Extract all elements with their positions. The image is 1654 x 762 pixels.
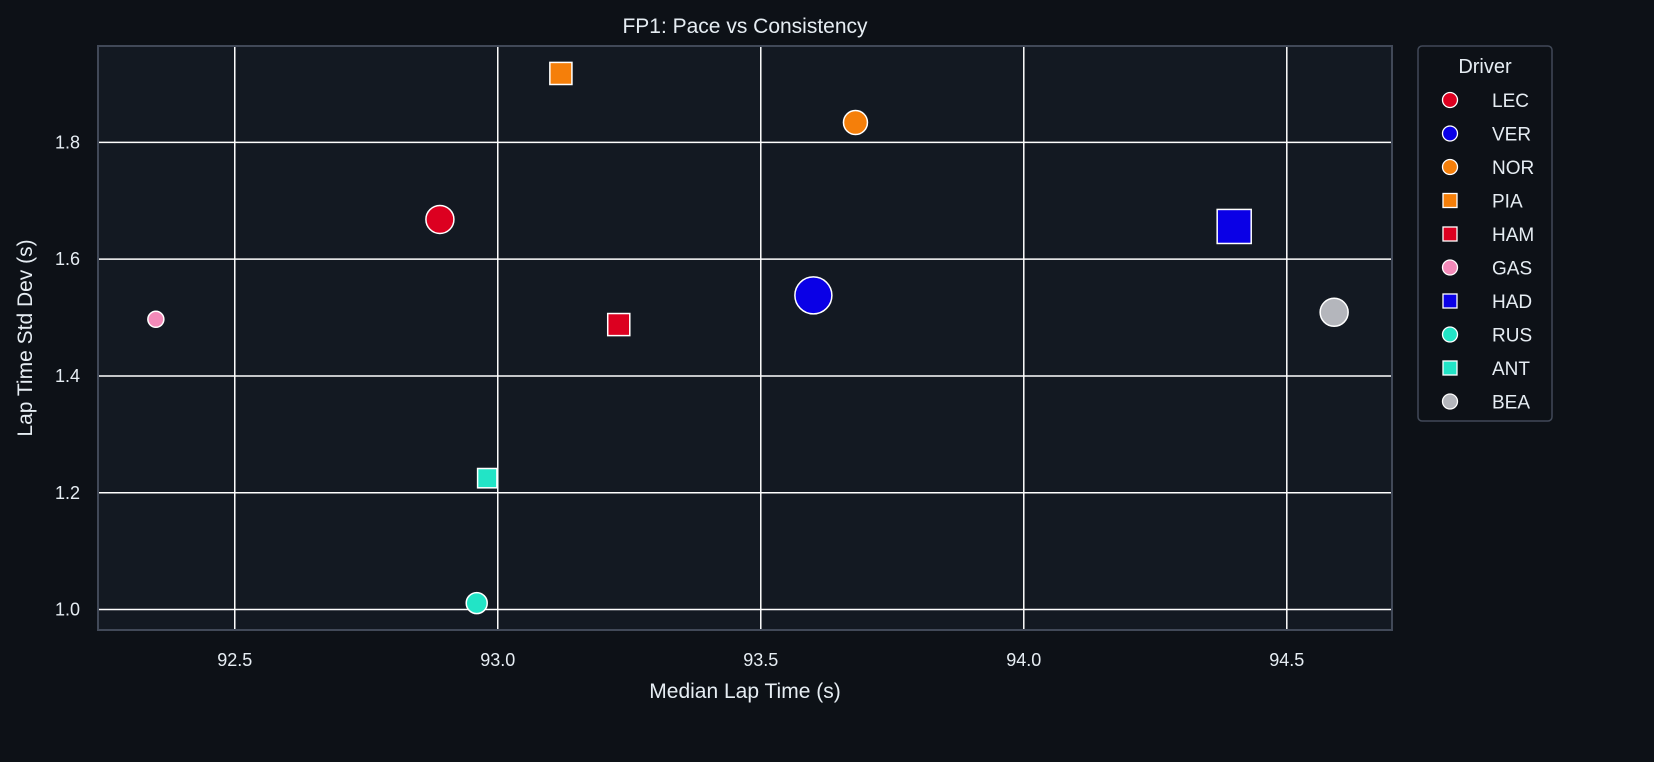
legend-label-bea: BEA	[1492, 393, 1530, 414]
legend-label-rus: RUS	[1492, 326, 1532, 347]
data-markers	[147, 61, 1349, 615]
marker-had	[1216, 208, 1252, 245]
legend-label-gas: GAS	[1492, 259, 1532, 280]
marker-ant	[476, 467, 498, 489]
legend-marker-nor	[1441, 158, 1459, 176]
legend-label-pia: PIA	[1492, 192, 1523, 213]
marker-nor	[842, 109, 869, 136]
marker-pia	[549, 61, 573, 86]
x-tick-label: 94.0	[1006, 650, 1041, 670]
legend-label-ant: ANT	[1492, 359, 1530, 380]
y-tick-label: 1.4	[55, 366, 80, 386]
axis-ticks: 92.5 93.0 93.5 94.0 94.5 1.0 1.2 1.4 1.6 1.8	[55, 132, 1304, 670]
x-tick-label: 94.5	[1269, 650, 1304, 670]
x-tick-label: 92.5	[217, 650, 252, 670]
grid-lines	[98, 46, 1392, 630]
plot-frame	[97, 45, 1393, 631]
legend-marker-pia	[1442, 192, 1458, 209]
marker-rus	[465, 591, 488, 615]
legend: Driver LEC VER NOR PIA HAM GAS HAD RUS ANT BEA	[1417, 45, 1553, 422]
legend-marker-gas	[1441, 259, 1459, 276]
legend-label-nor: NOR	[1492, 158, 1534, 179]
legend-title: Driver	[1458, 56, 1512, 78]
legend-items: LEC VER NOR PIA HAM GAS HAD RUS ANT BEA	[1441, 91, 1534, 414]
legend-marker-bea	[1441, 393, 1459, 410]
legend-label-ham: HAM	[1492, 225, 1534, 246]
marker-lec	[425, 204, 455, 235]
legend-marker-lec	[1441, 91, 1459, 109]
legend-marker-rus	[1441, 326, 1459, 343]
y-axis-label: Lap Time Std Dev (s)	[14, 239, 37, 436]
legend-marker-ant	[1442, 360, 1458, 376]
x-tick-label: 93.5	[743, 650, 778, 670]
y-tick-label: 1.8	[55, 132, 80, 152]
y-tick-label: 1.6	[55, 249, 80, 269]
legend-label-ver: VER	[1492, 125, 1531, 146]
legend-marker-ham	[1442, 226, 1458, 242]
marker-ham	[606, 312, 631, 337]
legend-label-had: HAD	[1492, 292, 1532, 313]
y-tick-label: 1.2	[55, 483, 80, 503]
y-tick-label: 1.0	[55, 600, 80, 620]
marker-gas	[147, 310, 165, 329]
marker-ver	[794, 276, 833, 315]
legend-label-lec: LEC	[1492, 91, 1529, 112]
marker-bea	[1319, 297, 1349, 328]
x-axis-label: Median Lap Time (s)	[649, 680, 840, 703]
chart-title: FP1: Pace vs Consistency	[622, 15, 868, 38]
legend-marker-had	[1442, 293, 1458, 309]
plot-area	[98, 46, 1392, 630]
x-tick-label: 93.0	[480, 650, 515, 670]
legend-marker-ver	[1441, 125, 1459, 142]
